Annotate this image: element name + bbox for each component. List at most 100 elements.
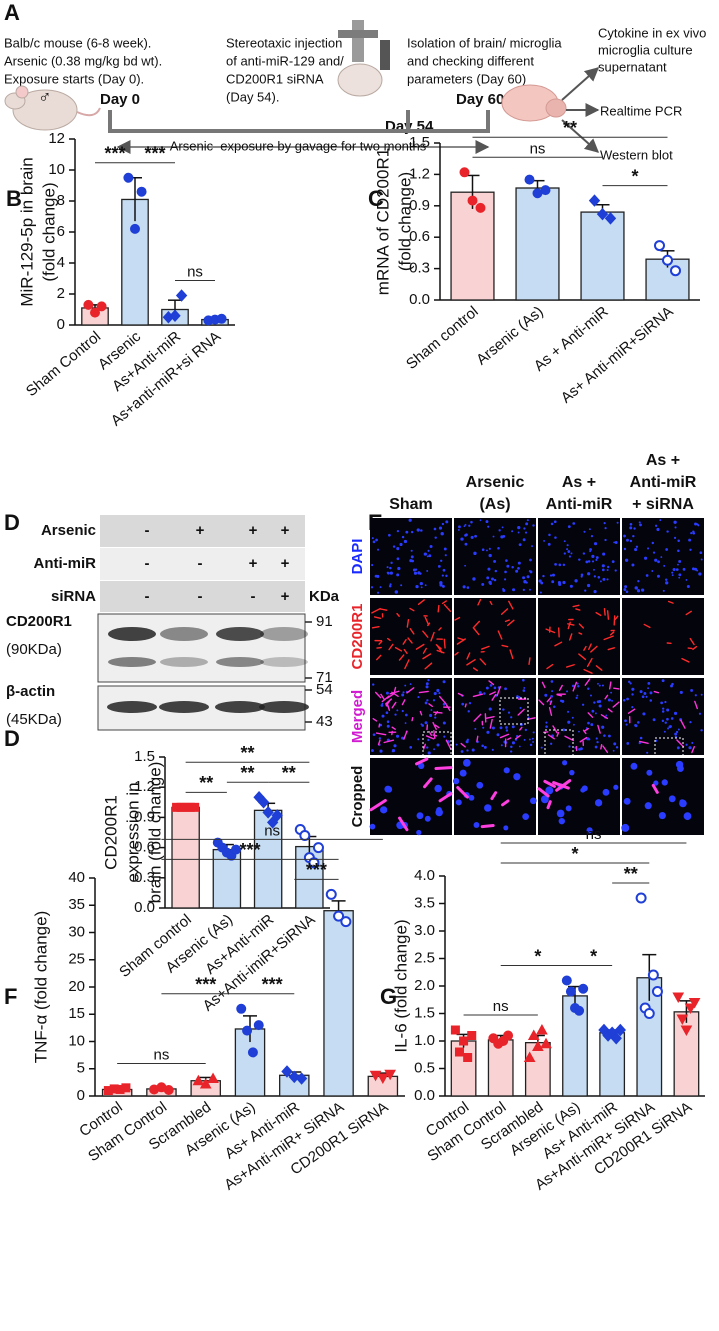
nucleus (568, 745, 571, 748)
nucleus (443, 735, 446, 738)
nucleus (551, 580, 555, 584)
nucleus (661, 779, 668, 786)
blot-sign: + (281, 522, 290, 539)
nucleus (682, 567, 686, 571)
nucleus (510, 750, 513, 753)
nucleus (668, 725, 672, 729)
nucleus (582, 552, 586, 555)
nucleus (631, 563, 635, 567)
male-symbol: ♂ (38, 87, 52, 107)
bar (673, 1011, 700, 1097)
blot-sign: - (145, 522, 150, 539)
process (388, 643, 394, 651)
nucleus (563, 540, 566, 543)
process (393, 686, 397, 693)
nucleus (428, 554, 432, 558)
process (689, 637, 695, 646)
significance-label: ** (240, 743, 254, 763)
data-point (604, 212, 617, 225)
nucleus (496, 733, 500, 737)
process (607, 708, 613, 713)
process (476, 735, 479, 742)
nucleus (440, 559, 443, 562)
nucleus (647, 687, 650, 690)
nucleus (483, 745, 487, 749)
process (424, 616, 430, 626)
nucleus (459, 769, 467, 777)
nucleus (580, 573, 584, 577)
nucleus (690, 532, 693, 535)
nucleus (522, 689, 526, 692)
nucleus (485, 686, 489, 690)
y-tick-label: 0 (77, 1087, 85, 1104)
blot-band (108, 657, 156, 667)
data-point (121, 1083, 131, 1093)
nucleus (614, 540, 618, 544)
data-point (163, 1085, 174, 1096)
nucleus (690, 689, 694, 692)
nucleus (631, 706, 634, 709)
data-point (670, 265, 681, 277)
process (489, 691, 496, 696)
nucleus (434, 716, 437, 719)
band-name: β-actin (6, 683, 55, 700)
nucleus (434, 784, 442, 793)
nucleus (550, 522, 554, 526)
blot-row-label: Anti-miR (34, 555, 97, 572)
micrograph-bg (538, 758, 620, 835)
significance-label: ** (199, 773, 213, 793)
nucleus (649, 699, 653, 702)
micrograph (454, 518, 536, 595)
nucleus (464, 542, 468, 546)
blot-band (159, 701, 209, 713)
micrograph (538, 598, 620, 675)
nucleus (401, 736, 404, 740)
nucleus (594, 712, 597, 715)
nucleus (679, 799, 685, 805)
nucleus (491, 577, 494, 581)
nucleus (458, 525, 461, 529)
nucleus (545, 721, 548, 724)
data-point (643, 1008, 655, 1019)
process (377, 739, 381, 746)
nucleus (665, 578, 668, 582)
nucleus (506, 564, 510, 568)
process (501, 644, 509, 648)
nucleus (532, 731, 535, 734)
nucleus (593, 568, 595, 571)
process (466, 652, 471, 660)
process (680, 719, 686, 729)
nucleus (524, 728, 528, 732)
mw-marker: 43 (316, 713, 333, 730)
blot-band (259, 701, 309, 713)
x-tick-label: Sham control (403, 303, 482, 373)
nucleus (591, 709, 595, 713)
nucleus (601, 725, 605, 729)
nucleus (663, 730, 666, 733)
nucleus (550, 694, 553, 698)
nucleus (481, 548, 485, 552)
nucleus (607, 565, 610, 569)
nucleus (532, 524, 535, 527)
process (406, 618, 410, 628)
y-tick-label: 0.6 (134, 839, 155, 856)
nucleus (604, 527, 607, 530)
nucleus (487, 525, 490, 528)
process (582, 729, 587, 735)
nucleus (416, 829, 422, 836)
nucleus (413, 571, 418, 575)
nucleus (685, 743, 688, 746)
data-point (96, 301, 107, 312)
nucleus (567, 525, 571, 529)
nucleus (591, 554, 595, 558)
process (376, 646, 382, 649)
nucleus (689, 548, 692, 551)
nucleus (601, 568, 605, 572)
data-point (90, 307, 100, 318)
nucleus (700, 558, 703, 561)
nucleus (526, 519, 529, 522)
nucleus (420, 586, 423, 589)
nucleus (530, 797, 537, 805)
nucleus (630, 762, 638, 770)
blot-sign: + (281, 555, 290, 572)
